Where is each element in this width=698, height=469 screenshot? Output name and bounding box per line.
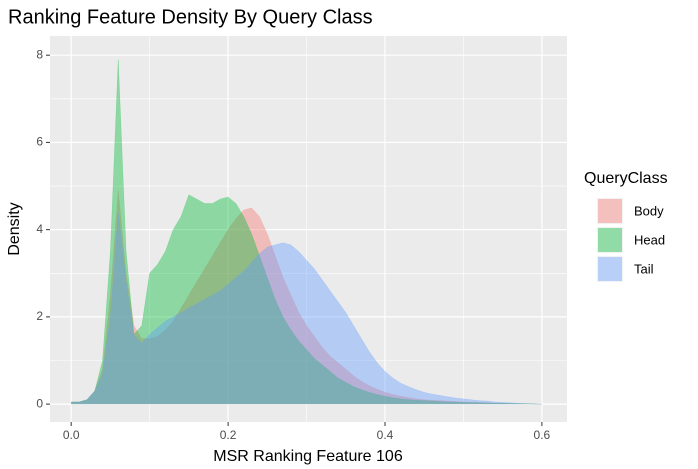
density-line	[71, 190, 542, 405]
legend-key-bg	[597, 256, 623, 282]
legend-key-bg	[597, 198, 623, 224]
x-tick-label: 0.2	[220, 428, 237, 442]
density-line	[71, 59, 542, 405]
y-tick-label: 6	[36, 135, 43, 149]
legend-swatch	[598, 199, 622, 223]
legend-title: QueryClass	[584, 170, 668, 187]
density-area	[71, 190, 542, 405]
y-axis-label: Density	[6, 202, 23, 255]
density-area	[71, 59, 542, 405]
x-axis-label: MSR Ranking Feature 106	[213, 448, 403, 465]
y-tick-label: 2	[36, 309, 43, 323]
legend-label: Body	[634, 203, 664, 218]
plot-panel	[50, 36, 567, 422]
x-tick-label: 0.4	[377, 428, 394, 442]
density-area	[71, 212, 542, 405]
legend-label: Head	[634, 232, 665, 247]
y-tick-label: 0	[36, 396, 43, 410]
legend-swatch	[598, 228, 622, 252]
y-tick-label: 8	[36, 47, 43, 61]
legend-label: Tail	[634, 261, 654, 276]
density-line	[71, 212, 542, 405]
x-tick-label: 0.6	[534, 428, 551, 442]
chart-title: Ranking Feature Density By Query Class	[8, 6, 373, 28]
y-tick-label: 4	[36, 222, 43, 236]
x-tick-label: 0.0	[63, 428, 80, 442]
legend-key-bg	[597, 227, 623, 253]
legend-swatch	[598, 257, 622, 281]
